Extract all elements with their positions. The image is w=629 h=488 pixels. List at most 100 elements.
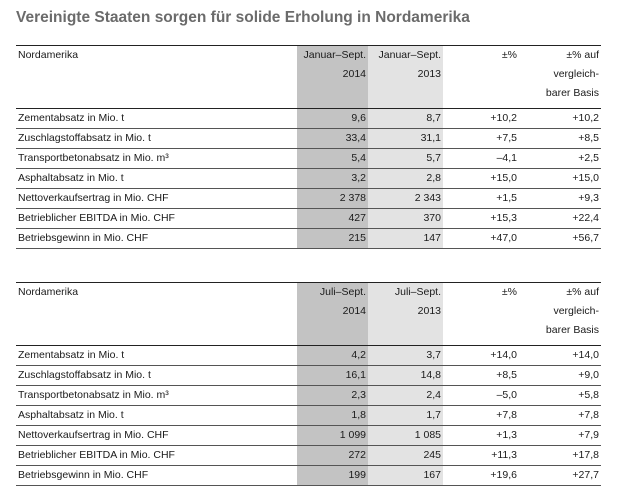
previous-value: 147 [368, 228, 443, 249]
change-percent: +11,3 [443, 445, 519, 466]
table-row: Betriebsgewinn in Mio. CHF 199 167 +19,6… [16, 465, 601, 486]
table-header-row: Nordamerika Juli–Sept. 2014 Juli–Sept. 2… [16, 282, 601, 346]
comparable-change: +10,2 [519, 108, 601, 129]
previous-value: 14,8 [368, 365, 443, 386]
header-change-percent: ±% [501, 49, 517, 61]
header-current-period: Januar–Sept. 2014 [297, 45, 368, 109]
row-label: Transportbetonabsatz in Mio. m³ [16, 385, 297, 406]
header-change-percent: ±% [501, 286, 517, 298]
row-label: Betriebsgewinn in Mio. CHF [16, 465, 297, 486]
current-value: 1 099 [297, 425, 368, 446]
row-label: Zementabsatz in Mio. t [16, 108, 297, 129]
current-value: 199 [297, 465, 368, 486]
previous-value: 2,4 [368, 385, 443, 406]
table-row: Zuschlagstoffabsatz in Mio. t 16,1 14,8 … [16, 365, 601, 386]
current-value: 2 378 [297, 188, 368, 209]
current-value: 9,6 [297, 108, 368, 129]
header-comparable-line1: ±% auf [566, 286, 599, 298]
header-comparable-line3: barer Basis [545, 87, 599, 99]
table-row: Betrieblicher EBITDA in Mio. CHF 427 370… [16, 208, 601, 229]
row-label: Transportbetonabsatz in Mio. m³ [16, 148, 297, 169]
change-percent: +8,5 [443, 365, 519, 386]
previous-value: 245 [368, 445, 443, 466]
current-value: 33,4 [297, 128, 368, 149]
financial-table-quarter: Nordamerika Juli–Sept. 2014 Juli–Sept. 2… [16, 282, 601, 486]
previous-value: 1,7 [368, 405, 443, 426]
row-label: Betriebsgewinn in Mio. CHF [16, 228, 297, 249]
change-percent: +15,3 [443, 208, 519, 229]
previous-value: 31,1 [368, 128, 443, 149]
row-label: Betrieblicher EBITDA in Mio. CHF [16, 208, 297, 229]
header-comparable-change: ±% auf vergleich- barer Basis [519, 283, 601, 346]
comparable-change: +15,0 [519, 168, 601, 189]
previous-value: 3,7 [368, 345, 443, 366]
current-value: 1,8 [297, 405, 368, 426]
row-label: Zementabsatz in Mio. t [16, 345, 297, 366]
header-comparable-line1: ±% auf [566, 49, 599, 61]
change-percent: +47,0 [443, 228, 519, 249]
row-label: Asphaltabsatz in Mio. t [16, 168, 297, 189]
current-value: 3,2 [297, 168, 368, 189]
row-label: Zuschlagstoffabsatz in Mio. t [16, 365, 297, 386]
header-previous-period: Januar–Sept. 2013 [368, 45, 443, 109]
table-row: Transportbetonabsatz in Mio. m³ 5,4 5,7 … [16, 148, 601, 169]
comparable-change: +14,0 [519, 345, 601, 366]
current-value: 272 [297, 445, 368, 466]
table-row: Asphaltabsatz in Mio. t 3,2 2,8 +15,0 +1… [16, 168, 601, 189]
header-comparable-line3: barer Basis [545, 324, 599, 336]
current-value: 16,1 [297, 365, 368, 386]
header-current-period-range: Juli–Sept. [319, 286, 366, 298]
header-current-period-year: 2014 [342, 68, 366, 80]
table-row: Zementabsatz in Mio. t 4,2 3,7 +14,0 +14… [16, 345, 601, 366]
page-title: Vereinigte Staaten sorgen für solide Erh… [16, 9, 470, 26]
table-header-row: Nordamerika Januar–Sept. 2014 Januar–Sep… [16, 45, 601, 109]
row-label: Asphaltabsatz in Mio. t [16, 405, 297, 426]
change-percent: +19,6 [443, 465, 519, 486]
comparable-change: +22,4 [519, 208, 601, 229]
comparable-change: +9,0 [519, 365, 601, 386]
row-label: Nettoverkaufsertrag in Mio. CHF [16, 188, 297, 209]
current-value: 215 [297, 228, 368, 249]
header-previous-period-year: 2013 [417, 305, 441, 317]
table-row: Zementabsatz in Mio. t 9,6 8,7 +10,2 +10… [16, 108, 601, 129]
comparable-change: +9,3 [519, 188, 601, 209]
row-label: Nettoverkaufsertrag in Mio. CHF [16, 425, 297, 446]
comparable-change: +56,7 [519, 228, 601, 249]
table-row: Asphaltabsatz in Mio. t 1,8 1,7 +7,8 +7,… [16, 405, 601, 426]
header-comparable-line2: vergleich- [553, 305, 599, 317]
previous-value: 1 085 [368, 425, 443, 446]
change-percent: +7,5 [443, 128, 519, 149]
financial-table-ytd: Nordamerika Januar–Sept. 2014 Januar–Sep… [16, 45, 601, 249]
comparable-change: +7,8 [519, 405, 601, 426]
header-current-period-year: 2014 [342, 305, 366, 317]
header-comparable-change: ±% auf vergleich- barer Basis [519, 46, 601, 109]
previous-value: 2,8 [368, 168, 443, 189]
previous-value: 2 343 [368, 188, 443, 209]
row-label: Zuschlagstoffabsatz in Mio. t [16, 128, 297, 149]
previous-value: 8,7 [368, 108, 443, 129]
current-value: 427 [297, 208, 368, 229]
change-percent: +14,0 [443, 345, 519, 366]
change-percent: +10,2 [443, 108, 519, 129]
current-value: 4,2 [297, 345, 368, 366]
previous-value: 5,7 [368, 148, 443, 169]
comparable-change: +2,5 [519, 148, 601, 169]
table-row: Nettoverkaufsertrag in Mio. CHF 2 378 2 … [16, 188, 601, 209]
current-value: 2,3 [297, 385, 368, 406]
comparable-change: +5,8 [519, 385, 601, 406]
table-row: Betrieblicher EBITDA in Mio. CHF 272 245… [16, 445, 601, 466]
row-label: Betrieblicher EBITDA in Mio. CHF [16, 445, 297, 466]
comparable-change: +17,8 [519, 445, 601, 466]
header-region-label: Nordamerika [18, 49, 79, 61]
header-current-period-range: Januar–Sept. [303, 49, 366, 61]
change-percent: +1,3 [443, 425, 519, 446]
header-previous-period-range: Juli–Sept. [394, 286, 441, 298]
header-previous-period-range: Januar–Sept. [378, 49, 441, 61]
header-region-label: Nordamerika [18, 286, 79, 298]
comparable-change: +7,9 [519, 425, 601, 446]
change-percent: +15,0 [443, 168, 519, 189]
change-percent: +1,5 [443, 188, 519, 209]
previous-value: 370 [368, 208, 443, 229]
comparable-change: +27,7 [519, 465, 601, 486]
table-row: Betriebsgewinn in Mio. CHF 215 147 +47,0… [16, 228, 601, 249]
